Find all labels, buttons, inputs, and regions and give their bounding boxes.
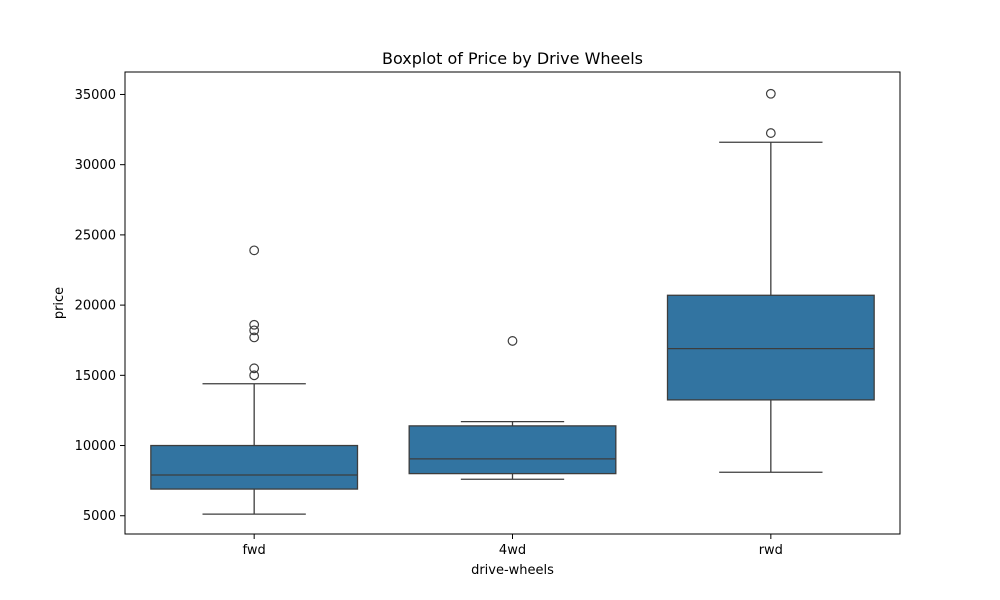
y-tick-label: 35000 xyxy=(75,88,116,103)
x-tick-label: rwd xyxy=(759,543,783,558)
chart-title: Boxplot of Price by Drive Wheels xyxy=(382,49,643,68)
iqr-box xyxy=(150,444,359,490)
outlier-point xyxy=(249,332,260,343)
box-rwd xyxy=(666,88,875,473)
y-tick-label: 10000 xyxy=(75,439,116,454)
outlier-point xyxy=(249,370,260,381)
outlier-point xyxy=(249,363,260,374)
iqr-box xyxy=(408,425,617,475)
x-tick-label: 4wd xyxy=(499,543,526,558)
y-tick-label: 5000 xyxy=(83,509,116,524)
box-4wd xyxy=(408,336,617,480)
outlier-point xyxy=(507,336,518,346)
outlier-point xyxy=(249,245,260,256)
x-axis-label: drive-wheels xyxy=(471,563,554,578)
outlier-point xyxy=(249,319,260,330)
outlier-point xyxy=(765,88,776,99)
outlier-point xyxy=(765,128,776,138)
y-tick-label: 25000 xyxy=(75,228,116,243)
y-tick-label: 15000 xyxy=(75,369,116,384)
plot-area xyxy=(150,88,875,515)
y-tick-label: 20000 xyxy=(75,299,116,314)
y-tick-label: 30000 xyxy=(75,158,116,173)
box-fwd xyxy=(150,245,359,515)
x-tick-label: fwd xyxy=(243,543,266,558)
iqr-box xyxy=(666,294,875,401)
outlier-point xyxy=(249,325,260,336)
y-axis-label: price xyxy=(52,287,67,319)
